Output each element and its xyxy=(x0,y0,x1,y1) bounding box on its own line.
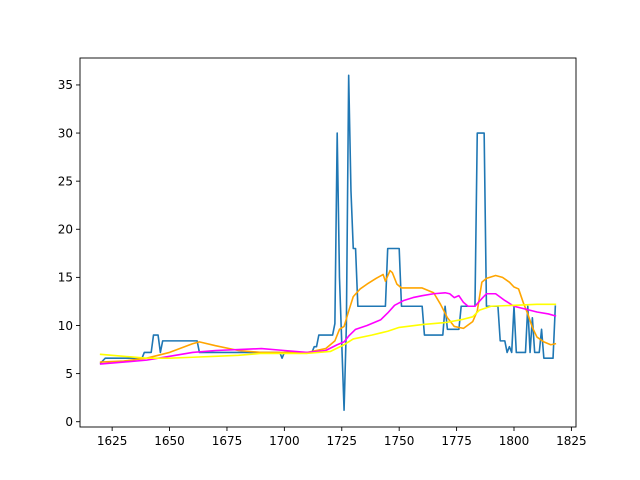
y-tick-label: 5 xyxy=(65,367,73,381)
x-tick-label: 1775 xyxy=(441,434,472,448)
series-line-3 xyxy=(99,291,557,365)
x-tick-label: 1750 xyxy=(384,434,415,448)
x-tick-label: 1650 xyxy=(154,434,185,448)
axes-frame xyxy=(79,57,577,428)
y-tick-label: 35 xyxy=(58,78,73,92)
axes-border xyxy=(79,57,577,428)
x-tick-label: 1625 xyxy=(97,434,128,448)
series-line-1 xyxy=(99,74,557,411)
x-tick-label: 1825 xyxy=(556,434,587,448)
x-tick-label: 1800 xyxy=(499,434,530,448)
y-tick-label: 30 xyxy=(58,126,73,140)
x-tick-label: 1700 xyxy=(269,434,300,448)
x-axis: 1625 1650 1675 1700 1725 1750 1775 1800 1825 xyxy=(97,427,587,448)
x-tick-label: 1725 xyxy=(327,434,358,448)
y-axis: 0 5 10 15 20 25 30 35 xyxy=(58,78,80,429)
y-tick-label: 20 xyxy=(58,223,73,237)
y-tick-label: 0 xyxy=(65,415,73,429)
y-tick-label: 10 xyxy=(58,319,73,333)
y-tick-label: 15 xyxy=(58,271,73,285)
x-tick-label: 1675 xyxy=(212,434,243,448)
series-line-2 xyxy=(99,269,557,363)
y-tick-label: 25 xyxy=(58,174,73,188)
plot-area xyxy=(99,74,557,411)
series-line-4 xyxy=(99,303,557,359)
